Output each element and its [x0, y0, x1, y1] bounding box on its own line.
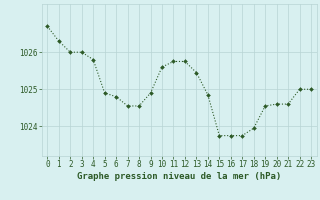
X-axis label: Graphe pression niveau de la mer (hPa): Graphe pression niveau de la mer (hPa): [77, 172, 281, 181]
